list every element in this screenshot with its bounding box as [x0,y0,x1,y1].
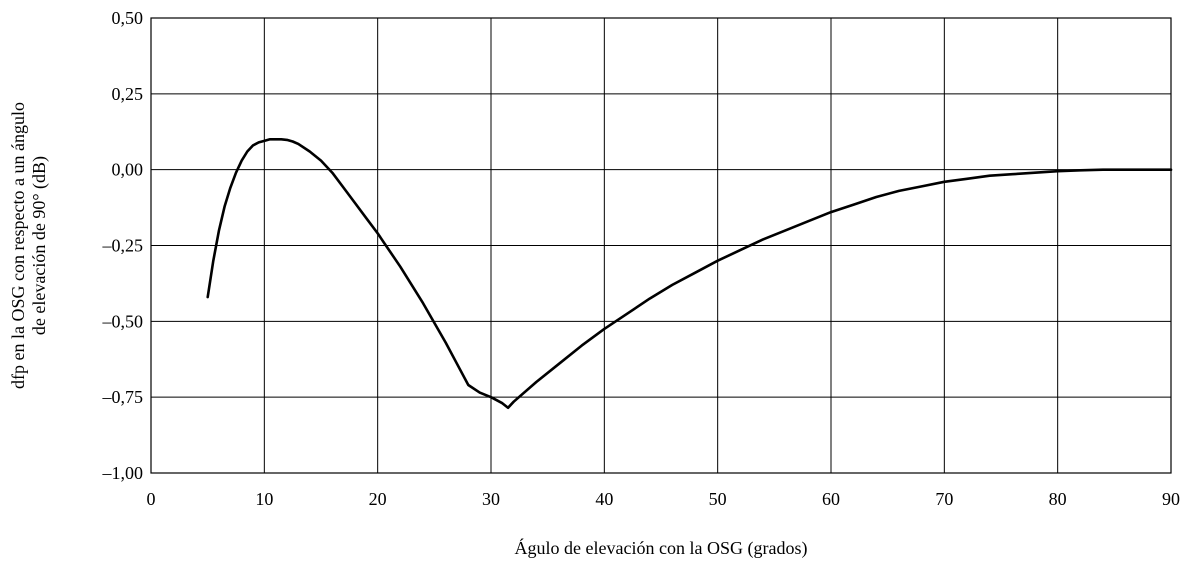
x-tick-label: 10 [255,489,273,509]
y-axis-title-line-1: dfp en la OSG con respecto a un ángulo [8,102,28,389]
x-tick-label: 0 [147,489,156,509]
x-axis-ticks: 0 10 20 30 40 50 60 70 80 90 [147,489,1181,509]
x-tick-label: 40 [595,489,613,509]
x-tick-label: 70 [935,489,953,509]
plot-area-frame [150,17,1172,474]
y-tick-label: 0,25 [112,84,144,104]
x-tick-label: 50 [709,489,727,509]
y-tick-label: –0,50 [102,311,144,331]
x-tick-label: 90 [1162,489,1180,509]
x-tick-label: 80 [1049,489,1067,509]
x-tick-label: 20 [369,489,387,509]
y-tick-label: –1,00 [102,463,144,483]
series-line [206,138,1173,410]
series-layer [206,138,1173,410]
x-tick-label: 30 [482,489,500,509]
y-tick-label: –0,75 [102,387,144,407]
x-tick-label: 60 [822,489,840,509]
y-tick-label: –0,25 [102,236,144,256]
y-axis-ticks: 0,50 0,25 0,00 –0,25 –0,50 –0,75 –1,00 [102,8,144,483]
y-tick-label: 0,50 [112,8,144,28]
x-axis-title: Águlo de elevación con la OSG (grados) [515,537,808,559]
grid [151,18,1171,473]
y-axis-title-line-2: de elevación de 90° (dB) [29,156,50,335]
y-tick-label: 0,00 [112,160,144,180]
